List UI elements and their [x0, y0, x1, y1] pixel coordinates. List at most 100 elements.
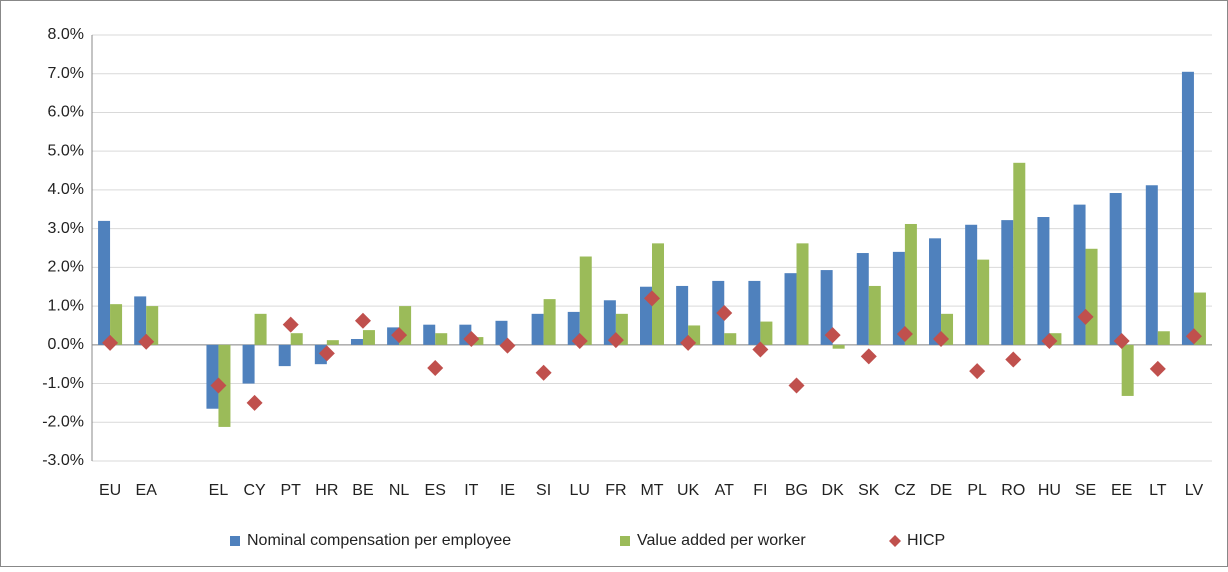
legend-swatch: [889, 535, 901, 547]
hicp-marker: [246, 394, 263, 411]
bar: [1037, 217, 1050, 345]
hicp-marker: [102, 334, 119, 351]
hicp-marker: [680, 334, 697, 351]
hicp-marker: [860, 348, 877, 365]
bar: [676, 285, 689, 345]
bar: [892, 251, 905, 345]
y-tick-label: -3.0%: [42, 452, 84, 469]
hicp-marker: [282, 316, 299, 333]
bar: [603, 300, 616, 345]
x-tick-label: MT: [640, 482, 663, 499]
bar: [531, 313, 544, 345]
x-tick-label: LV: [1185, 482, 1204, 499]
x-tick-label: DK: [822, 482, 845, 499]
bar: [146, 306, 159, 345]
hicp-marker: [318, 345, 335, 362]
hicp-marker: [354, 312, 371, 329]
x-tick-label: EE: [1111, 482, 1132, 499]
x-tick-label: SE: [1075, 482, 1096, 499]
bar: [868, 285, 881, 345]
bar: [1157, 331, 1170, 345]
hicp-marker: [499, 337, 516, 354]
x-tick-label: EA: [136, 482, 158, 499]
y-tick-label: 1.0%: [48, 297, 84, 314]
bar: [435, 333, 448, 345]
bar: [579, 256, 592, 345]
y-tick-label: 7.0%: [48, 65, 84, 82]
hicp-marker: [788, 377, 805, 394]
x-tick-label: ES: [425, 482, 446, 499]
y-tick-label: 8.0%: [48, 26, 84, 43]
x-tick-label: SI: [536, 482, 551, 499]
y-tick-label: 2.0%: [48, 259, 84, 276]
y-tick-label: 0.0%: [48, 336, 84, 353]
legend-swatch: [620, 536, 630, 546]
bar: [242, 344, 255, 384]
hicp-marker: [571, 332, 588, 349]
bar: [362, 330, 375, 345]
hicp-marker: [210, 377, 227, 394]
bar: [1013, 162, 1026, 345]
hicp-marker: [896, 325, 913, 342]
x-tick-label: HU: [1038, 482, 1061, 499]
hicp-marker: [391, 327, 408, 344]
bar: [784, 273, 797, 345]
bar: [350, 339, 363, 345]
hicp-marker: [644, 290, 660, 307]
x-tick-label: CZ: [894, 482, 916, 499]
bar: [1073, 204, 1086, 345]
bar: [1145, 185, 1158, 345]
hicp-marker: [607, 332, 624, 349]
bar: [965, 224, 978, 345]
x-tick-label: BE: [352, 482, 373, 499]
hicp-marker: [1149, 360, 1166, 377]
bar: [1085, 248, 1098, 345]
bar: [110, 304, 123, 345]
bar: [254, 313, 267, 345]
bar: [290, 333, 303, 345]
bar: [977, 259, 990, 345]
hicp-marker: [1185, 328, 1202, 345]
legend-label: Value added per worker: [637, 532, 806, 549]
x-tick-label: PT: [280, 482, 301, 499]
legend-label: HICP: [907, 532, 945, 549]
x-tick-label: PL: [967, 482, 987, 499]
y-tick-label: 3.0%: [48, 220, 84, 237]
x-tick-label: NL: [389, 482, 410, 499]
bar: [796, 243, 809, 345]
bar: [760, 321, 773, 345]
hicp-marker: [535, 364, 552, 381]
y-tick-label: 6.0%: [48, 104, 84, 121]
x-tick-label: UK: [677, 482, 700, 499]
y-tick-label: 4.0%: [48, 181, 84, 198]
hicp-marker: [752, 341, 769, 358]
hicp-marker: [824, 327, 841, 344]
x-tick-label: IT: [464, 482, 478, 499]
hicp-marker: [463, 331, 480, 348]
hicp-marker: [716, 305, 733, 322]
bar: [748, 280, 761, 345]
bar: [929, 238, 942, 345]
hicp-marker: [1113, 332, 1130, 349]
x-tick-label: BG: [785, 482, 808, 499]
x-tick-label: CY: [243, 482, 266, 499]
bar: [206, 344, 219, 409]
bar: [832, 344, 845, 349]
legend-label: Nominal compensation per employee: [247, 532, 511, 549]
hicp-marker: [138, 333, 155, 350]
bar: [543, 299, 556, 345]
x-tick-label: FR: [605, 482, 626, 499]
hicp-marker: [1077, 308, 1094, 325]
bar: [904, 223, 917, 345]
hicp-marker: [1005, 351, 1022, 368]
legend-swatch: [230, 536, 240, 546]
y-tick-label: 5.0%: [48, 142, 84, 159]
x-tick-label: LU: [570, 482, 590, 499]
bar: [1001, 220, 1014, 345]
x-tick-label: HR: [315, 482, 338, 499]
x-tick-label: EL: [209, 482, 229, 499]
bar: [652, 243, 664, 345]
bar: [278, 344, 291, 367]
hicp-marker: [1041, 332, 1058, 349]
